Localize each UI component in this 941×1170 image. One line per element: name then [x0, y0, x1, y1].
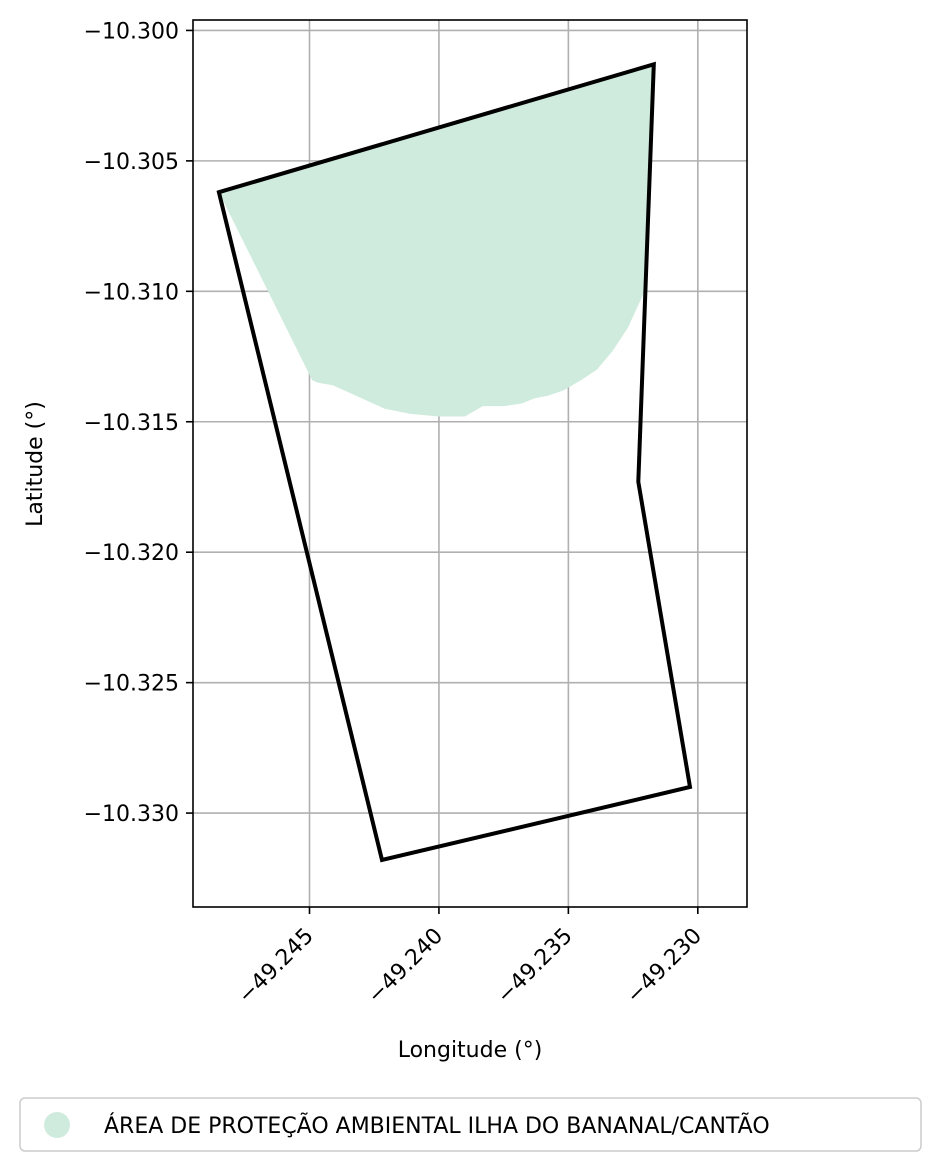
study-area-boundary [216, 61, 693, 863]
y-tick-label-6: −10.330 [84, 802, 179, 827]
y-tick-label-1: −10.305 [84, 150, 179, 175]
y-axis-label: Latitude (°) [23, 401, 48, 527]
x-axis-label: Longitude (°) [398, 1038, 543, 1063]
x-tick-label-2: −49.235 [492, 924, 577, 1009]
x-tick-label-0: −49.245 [234, 924, 319, 1009]
plot-frame [192, 19, 748, 908]
legend: ÁREA DE PROTEÇÃO AMBIENTAL ILHA DO BANAN… [19, 1097, 922, 1152]
x-tick-label-3: −49.230 [622, 924, 707, 1009]
x-tick-label-1: −49.240 [363, 924, 448, 1009]
legend-marker [44, 1112, 70, 1138]
y-tick-label-2: −10.310 [84, 280, 179, 305]
legend-label: ÁREA DE PROTEÇÃO AMBIENTAL ILHA DO BANAN… [104, 1112, 770, 1139]
y-tick-label-5: −10.325 [84, 672, 179, 697]
legend-box [19, 1097, 922, 1152]
y-tick-label-3: −10.315 [84, 411, 179, 436]
y-tick-label-4: −10.320 [84, 541, 179, 566]
y-tick-label-0: −10.300 [84, 19, 179, 44]
protected-area-polygon [218, 64, 654, 417]
